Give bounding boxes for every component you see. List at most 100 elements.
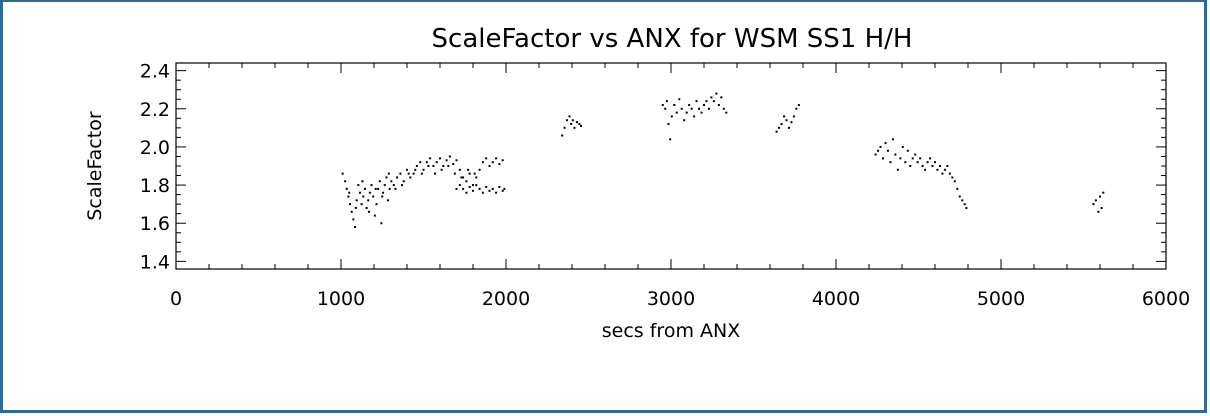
data-point (566, 119, 569, 122)
data-point (392, 184, 395, 187)
data-point (707, 107, 710, 110)
data-point (570, 123, 573, 126)
data-point (498, 185, 501, 188)
data-point (675, 111, 678, 114)
data-point (670, 115, 673, 118)
data-point (901, 145, 904, 148)
data-point (388, 187, 391, 190)
data-point (904, 161, 907, 164)
data-point (886, 149, 889, 152)
data-point (374, 187, 377, 190)
data-point (358, 191, 361, 194)
data-point (946, 165, 949, 167)
data-point (442, 165, 445, 167)
data-point (664, 107, 667, 110)
data-point (680, 107, 683, 110)
data-point (357, 184, 360, 187)
data-point (667, 123, 670, 126)
data-point (367, 199, 370, 202)
data-point (491, 161, 494, 164)
data-point (951, 176, 954, 179)
x-tick-label: 3000 (647, 288, 695, 310)
data-point (698, 107, 701, 110)
data-point (498, 163, 501, 166)
data-point (481, 161, 484, 164)
data-point (478, 187, 481, 190)
data-point (402, 180, 405, 183)
data-point (365, 206, 368, 209)
data-point (785, 119, 788, 122)
data-point (472, 184, 474, 187)
data-point (899, 157, 902, 160)
data-point (884, 142, 887, 145)
data-point (665, 100, 668, 103)
data-point (911, 157, 914, 160)
data-point (394, 187, 397, 190)
data-point (953, 180, 956, 183)
data-point (412, 172, 415, 175)
data-point (914, 153, 917, 156)
data-point (1097, 210, 1100, 213)
data-point (503, 187, 506, 190)
data-point (896, 168, 899, 171)
data-point (361, 180, 364, 183)
data-point (453, 172, 456, 175)
data-point (934, 161, 936, 164)
data-point (948, 172, 951, 175)
y-tick-label: 1.8 (140, 175, 170, 197)
chart-title: ScaleFactor vs ANX for WSM SS1 H/H (432, 24, 913, 54)
data-point (485, 185, 488, 188)
data-point (943, 168, 946, 171)
data-point (919, 157, 922, 160)
data-point (938, 165, 941, 167)
data-point (347, 195, 350, 198)
data-point (678, 98, 681, 101)
data-point (891, 138, 894, 141)
data-point (478, 168, 481, 171)
data-point (688, 103, 691, 106)
data-point (368, 210, 371, 213)
y-axis-label: ScaleFactor (84, 111, 106, 220)
data-point (561, 134, 564, 137)
data-point (387, 172, 390, 175)
data-point (783, 115, 786, 118)
data-point (926, 161, 929, 164)
data-point (354, 226, 357, 229)
data-point (434, 172, 437, 175)
data-point (690, 107, 693, 110)
data-point (465, 191, 468, 194)
data-point (924, 168, 927, 171)
data-point (452, 163, 455, 166)
data-point (715, 92, 718, 95)
data-point (578, 123, 581, 126)
data-point (370, 184, 373, 187)
data-point (382, 191, 385, 194)
data-point (341, 172, 344, 175)
data-point (695, 100, 698, 103)
data-point (909, 165, 912, 167)
y-tick-label: 2.2 (140, 99, 170, 121)
data-point (1099, 195, 1101, 198)
data-point (568, 115, 571, 118)
data-point (460, 176, 463, 179)
data-point (407, 172, 410, 175)
data-point (1100, 206, 1103, 209)
y-axis: 1.4 1.6 1.8 2.0 2.2 2.4 (140, 61, 1166, 273)
data-point (580, 124, 583, 127)
data-point (354, 206, 357, 209)
data-point (422, 168, 425, 171)
data-point (889, 161, 892, 164)
data-point (448, 155, 451, 158)
data-point (1092, 203, 1095, 206)
data-point (929, 157, 932, 160)
data-point (906, 149, 909, 152)
y-tick-label: 1.6 (140, 213, 170, 235)
data-point (425, 161, 428, 164)
data-point (501, 159, 504, 162)
data-point (936, 168, 939, 171)
data-point (475, 176, 478, 179)
data-point (399, 172, 402, 175)
y-tick-label: 1.4 (140, 251, 170, 273)
